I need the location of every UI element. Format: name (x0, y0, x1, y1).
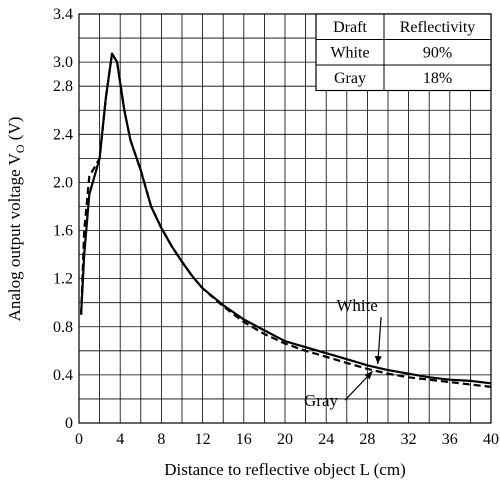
y-tick-label: 1.6 (53, 223, 73, 240)
y-axis-label: Analog output voltage VO (V) (5, 117, 27, 322)
legend-table-box (315, 13, 492, 92)
x-tick-label: 16 (236, 431, 252, 448)
y-tick-label: 2.0 (53, 174, 73, 191)
legend-table-header: Draft (333, 19, 367, 36)
curve-annotations: White Gray (304, 296, 382, 410)
series-layer (80, 52, 492, 388)
y-tick-label: 1.2 (53, 271, 73, 288)
series-line-gray (80, 52, 492, 388)
y-tick-label: 2.4 (53, 126, 73, 143)
x-tick-label: 36 (442, 431, 458, 448)
legend-table-header: Reflectivity (400, 19, 476, 36)
x-tick-label: 0 (75, 431, 83, 448)
x-tick-label: 20 (277, 431, 293, 448)
y-tick-label: 0.8 (53, 319, 73, 336)
y-tick-label: 2.8 (53, 78, 73, 95)
annotation-arrowhead (374, 355, 382, 365)
y-tick-label: 0 (65, 415, 73, 432)
plot-frame (78, 13, 492, 424)
x-tick-label: 8 (157, 431, 165, 448)
legend-table: Draft Reflectivity White 90% Gray 18% (315, 13, 492, 92)
x-tick-label: 32 (401, 431, 417, 448)
x-tick-label: 28 (359, 431, 375, 448)
x-tick-label: 4 (116, 431, 124, 448)
legend-table-cell: Gray (334, 70, 366, 87)
y-tick-labels: 0 0.4 0.8 1.2 1.6 2.0 2.4 2.8 3.0 3.4 (53, 6, 73, 432)
x-axis-label: Distance to reflective object L (cm) (164, 460, 406, 479)
y-axis-label-subscript: O (13, 144, 27, 153)
y-tick-label: 3.0 (53, 54, 73, 71)
legend-table-cell: White (330, 45, 369, 62)
x-tick-label: 12 (195, 431, 211, 448)
y-axis-label-suffix: (V) (5, 117, 24, 145)
x-tick-label: 40 (483, 431, 499, 448)
y-axis-label-prefix: Analog output voltage V (5, 152, 24, 321)
legend-table-cell: 90% (423, 45, 452, 62)
x-tick-labels: 0 4 8 12 16 20 24 28 32 36 40 (75, 431, 499, 448)
annotation-arrowhead (364, 371, 373, 380)
legend-table-cell: 18% (423, 70, 452, 87)
annotation-white: White (336, 296, 378, 315)
annotation-gray: Gray (304, 391, 338, 410)
y-tick-label: 0.4 (53, 367, 73, 384)
y-tick-label: 3.4 (53, 6, 73, 23)
x-tick-label: 24 (318, 431, 334, 448)
